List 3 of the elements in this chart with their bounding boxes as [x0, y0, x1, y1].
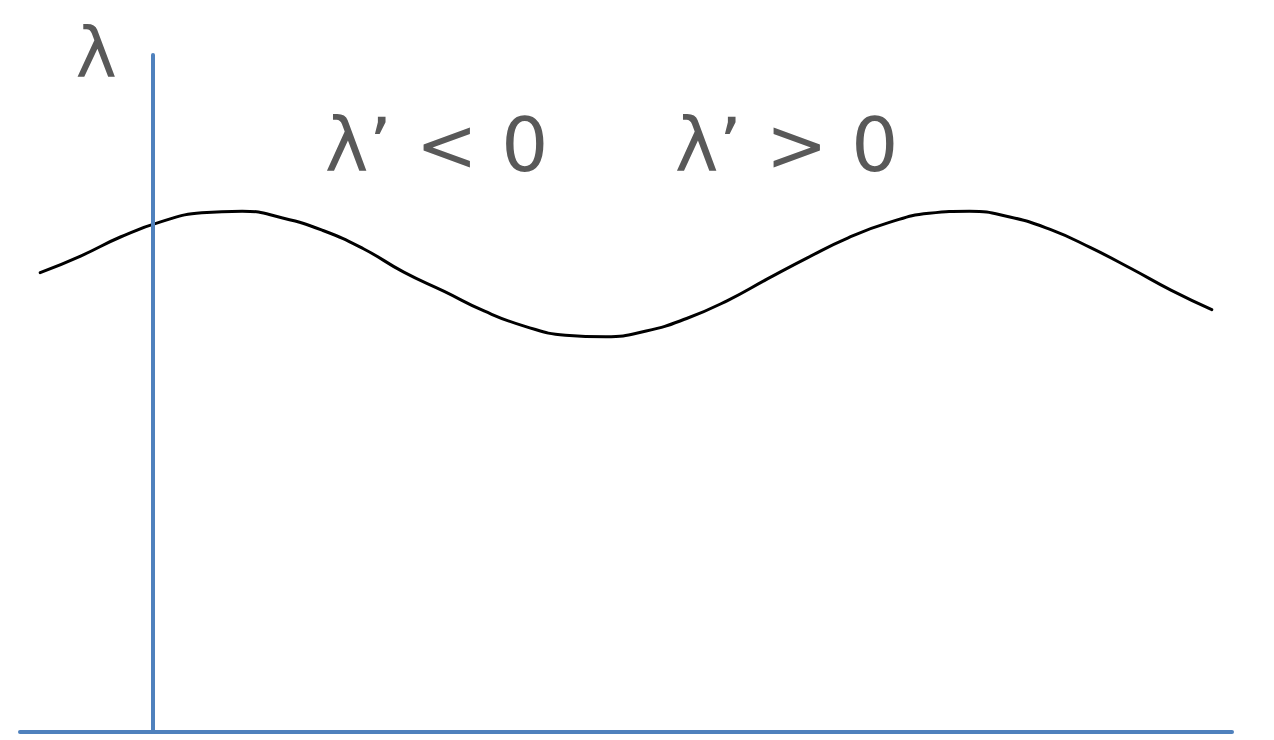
text: λ’ > 0 — [674, 102, 899, 188]
y-axis-title: λ — [75, 12, 117, 94]
text: λ’ < 0 — [324, 102, 549, 188]
